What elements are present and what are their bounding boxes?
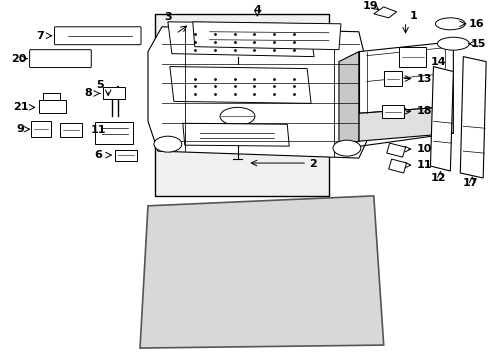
FancyBboxPatch shape [54, 27, 141, 45]
Text: 17: 17 [462, 178, 477, 188]
Text: 10: 10 [416, 144, 431, 154]
Text: 15: 15 [469, 39, 485, 49]
Ellipse shape [220, 107, 254, 125]
Polygon shape [183, 123, 288, 146]
Text: 18: 18 [416, 106, 431, 116]
Bar [61, 123, 82, 137]
Ellipse shape [434, 18, 464, 30]
Text: 14: 14 [429, 57, 445, 67]
Bar [103, 87, 125, 99]
Polygon shape [358, 106, 452, 141]
Polygon shape [459, 57, 485, 178]
Text: 5: 5 [96, 81, 104, 90]
Polygon shape [373, 7, 396, 18]
Bar [31, 121, 50, 137]
Polygon shape [358, 42, 452, 113]
Text: 4: 4 [253, 5, 261, 15]
Bar [383, 71, 401, 86]
Text: 16: 16 [468, 19, 483, 29]
Polygon shape [169, 67, 310, 103]
Text: 2: 2 [308, 159, 316, 169]
Bar [39, 100, 66, 113]
Polygon shape [167, 22, 313, 57]
Text: 1: 1 [409, 11, 417, 21]
Bar [115, 150, 137, 161]
Polygon shape [429, 67, 452, 171]
Text: 7: 7 [37, 31, 44, 41]
Polygon shape [388, 159, 406, 173]
Text: 11: 11 [90, 125, 105, 135]
Polygon shape [192, 22, 340, 50]
Text: 21: 21 [13, 102, 28, 112]
Bar [42, 94, 61, 100]
Text: 19: 19 [362, 1, 378, 11]
Polygon shape [338, 51, 358, 149]
Text: 9: 9 [17, 124, 24, 134]
Text: 6: 6 [94, 150, 102, 160]
FancyBboxPatch shape [30, 50, 91, 68]
Polygon shape [386, 143, 405, 157]
Bar [155, 14, 328, 196]
Text: 8: 8 [84, 89, 92, 98]
Bar [95, 122, 133, 144]
Polygon shape [140, 196, 383, 348]
Ellipse shape [332, 140, 360, 156]
Bar [398, 47, 426, 67]
Text: 12: 12 [430, 173, 445, 183]
Text: 11: 11 [416, 160, 431, 170]
Text: 3: 3 [164, 12, 171, 22]
Bar [381, 105, 403, 118]
Ellipse shape [437, 37, 468, 50]
Text: 20: 20 [11, 54, 26, 64]
Polygon shape [148, 27, 373, 158]
Ellipse shape [154, 136, 182, 152]
Text: 13: 13 [416, 73, 431, 84]
